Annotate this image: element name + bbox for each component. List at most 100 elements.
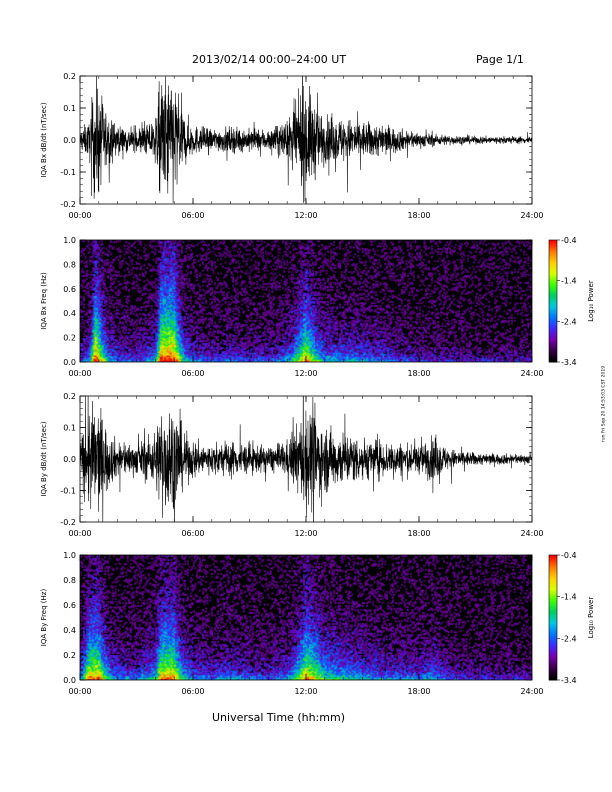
by-spectrogram-xtick-label: 12:00: [294, 687, 317, 696]
by-spectrogram-colorbar-cell: [549, 584, 557, 587]
bx-spectrogram-ytick-label: 0.4: [63, 309, 76, 318]
bx-spectrogram-colorbar-tick-label: -3.4: [561, 358, 577, 367]
bx-spectrogram-ytick-label: 0.2: [63, 334, 76, 343]
by-spectrogram-image: [80, 555, 532, 680]
bx-spectrogram-colorbar-label: Log₁₀ Power: [587, 280, 595, 322]
bx-spectrogram-colorbar-tick-label: -0.4: [561, 236, 577, 245]
bx-spectrogram-colorbar-cell: [549, 301, 557, 304]
bx-spectrogram-colorbar-cell: [549, 309, 557, 312]
bx-spectrogram-colorbar-cell: [549, 343, 557, 347]
by-spectrogram-ytick-label: 0.6: [63, 601, 76, 610]
bx-spectrogram-colorbar-cell: [549, 250, 557, 253]
bx-spectrogram-colorbar-cell: [549, 248, 557, 251]
by-spectrogram-colorbar-cell: [549, 569, 557, 573]
by-spectrogram-colorbar-cell: [549, 640, 557, 643]
bx-spectrogram-colorbar-cell: [549, 244, 557, 247]
by-spectrogram-colorbar-cell: [549, 657, 557, 660]
by-spectrogram-xtick-label: 06:00: [181, 687, 204, 696]
bx-spectrogram-ytick-label: 0.8: [63, 260, 76, 269]
bx-spectrogram-colorbar-cell: [549, 282, 557, 286]
bx-timeseries-axes: 0.2 0.1 0.0 -0.1 -0.2 00:00 06:00 12:00 18:00 24:…: [40, 72, 544, 220]
by-spectrogram-colorbar-cell: [549, 677, 557, 681]
by-spectrogram-colorbar-cell: [549, 561, 557, 564]
bx-spectrogram-colorbar-cell: [549, 323, 557, 326]
by-timeseries-xtick-label: 12:00: [294, 529, 317, 538]
bx-spectrogram-colorbar-tick-label: -1.4: [561, 277, 577, 286]
by-spectrogram-colorbar-tick-label: -3.4: [561, 676, 577, 685]
by-timeseries-xtick-label: 06:00: [181, 529, 204, 538]
x-axis-title: Universal Time (hh:mm): [212, 711, 345, 724]
bx-spectrogram-colorbar-cell: [549, 266, 557, 269]
by-spectrogram-ytick-label: 0.8: [63, 576, 76, 585]
bx-timeseries-ytick-label: 0.1: [63, 104, 76, 113]
bx-spectrogram-colorbar-cell: [549, 341, 557, 345]
by-spectrogram-colorbar-cell: [549, 671, 557, 675]
by-spectrogram-colorbar: -0.4 -1.4 -2.4 -3.4 Log₁₀ Power: [548, 551, 595, 685]
by-spectrogram-xtick-label: 24:00: [520, 687, 543, 696]
by-spectrogram-ytick-label: 0.4: [63, 626, 76, 635]
by-timeseries-xtick-label: 18:00: [407, 529, 430, 538]
bx-spectrogram-colorbar-cell: [549, 307, 557, 310]
bx-spectrogram-ytick-label: 0.0: [63, 358, 76, 367]
by-spectrogram-colorbar-cell: [549, 607, 557, 610]
by-spectrogram-ylabel: IQA By Freq (Hz): [40, 589, 48, 647]
bx-spectrogram-colorbar-cell: [549, 246, 557, 249]
bx-spectrogram-colorbar-cell: [549, 305, 557, 308]
bx-spectrogram-xtick-label: 00:00: [68, 369, 91, 378]
bx-spectrogram-colorbar: -0.4 -1.4 -2.4 -3.4 Log₁₀ Power: [548, 236, 595, 367]
bx-spectrogram-colorbar-cell: [549, 315, 557, 318]
bx-spectrogram-colorbar-cell: [549, 242, 557, 245]
bx-spectrogram-ytick-label: 1.0: [63, 236, 76, 245]
by-spectrogram-colorbar-cell: [549, 580, 557, 583]
bx-timeseries-xtick-label: 18:00: [407, 211, 430, 220]
by-spectrogram-ytick-label: 0.2: [63, 651, 76, 660]
by-spectrogram-ytick-label: 0.0: [63, 676, 76, 685]
by-timeseries-ytick-label: -0.2: [60, 518, 76, 527]
by-timeseries-xtick-label: 24:00: [520, 529, 543, 538]
by-spectrogram-colorbar-label: Log₁₀ Power: [587, 597, 595, 639]
by-spectrogram-colorbar-cell: [549, 659, 557, 662]
bx-spectrogram-colorbar-cell: [549, 254, 557, 257]
by-timeseries-ytick-label: 0.0: [63, 455, 76, 464]
bx-spectrogram-colorbar-cell: [549, 270, 557, 274]
by-spectrogram-colorbar-cell: [549, 613, 557, 616]
bx-spectrogram-colorbar-cell: [549, 355, 557, 359]
by-spectrogram-colorbar-cell: [549, 559, 557, 562]
bx-spectrogram-colorbar-cell: [549, 303, 557, 306]
by-spectrogram-colorbar-cell: [549, 605, 557, 608]
by-spectrogram-colorbar-cell: [549, 652, 557, 656]
by-spectrogram-colorbar-cell: [549, 592, 557, 596]
by-spectrogram-colorbar-cell: [549, 596, 557, 600]
by-spectrogram-colorbar-cell: [549, 627, 557, 631]
by-spectrogram-xtick-label: 00:00: [68, 687, 91, 696]
by-spectrogram-colorbar-cell: [549, 563, 557, 566]
by-spectrogram-colorbar-cell: [549, 665, 557, 668]
by-spectrogram-colorbar-cell: [549, 644, 557, 648]
by-spectrogram-colorbar-cell: [549, 621, 557, 625]
by-timeseries-ylabel: IQA By dB/dt (nT/sec): [40, 421, 48, 496]
by-spectrogram-colorbar-cell: [549, 600, 557, 604]
bx-spectrogram-colorbar-cell: [549, 349, 557, 353]
bx-spectrogram-colorbar-cell: [549, 262, 557, 265]
by-spectrogram-colorbar-cell: [549, 594, 557, 598]
by-spectrogram-axes: 1.0 0.8 0.6 0.4 0.2 0.0 00:00 06:00 12:00 18:00 24…: [40, 551, 544, 696]
by-spectrogram-colorbar-cell: [549, 623, 557, 627]
by-spectrogram-colorbar-cell: [549, 638, 557, 641]
by-spectrogram-colorbar-cell: [549, 632, 557, 635]
by-spectrogram-colorbar-cell: [549, 567, 557, 571]
bx-spectrogram-colorbar-cell: [549, 359, 557, 363]
by-spectrogram-colorbar-cell: [549, 611, 557, 614]
bx-spectrogram-colorbar-cell: [549, 284, 557, 288]
by-spectrogram-colorbar-cell: [549, 675, 557, 679]
bx-spectrogram-colorbar-cell: [549, 347, 557, 351]
bx-spectrogram-colorbar-cell: [549, 319, 557, 322]
bx-spectrogram-colorbar-cell: [549, 268, 557, 271]
bx-spectrogram-colorbar-cell: [549, 274, 557, 278]
by-spectrogram-colorbar-cell: [549, 646, 557, 650]
by-spectrogram-colorbar-cell: [549, 661, 557, 664]
bx-spectrogram-colorbar-cell: [549, 272, 557, 276]
by-spectrogram-colorbar-cell: [549, 577, 557, 581]
bx-timeseries-ytick-label: -0.2: [60, 200, 76, 209]
bx-timeseries-ytick-label: 0.0: [63, 136, 76, 145]
